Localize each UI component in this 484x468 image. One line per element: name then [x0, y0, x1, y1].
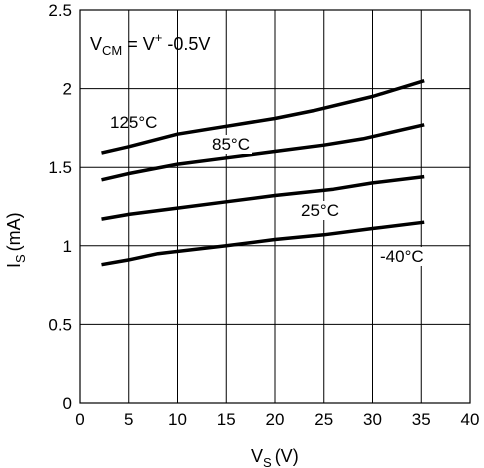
curve-label: 125°C	[110, 113, 157, 132]
y-tick-label: 0	[63, 394, 72, 413]
y-axis-label-main: I	[4, 263, 24, 268]
plot-frame	[79, 9, 471, 404]
curve-label-group: 85°C	[210, 135, 252, 154]
curve-label-bg	[210, 135, 252, 154]
x-tick-label: 10	[168, 410, 187, 429]
curve-label: 25°C	[301, 201, 339, 220]
annotation-tail: -0.5V	[162, 34, 210, 54]
curve-25c	[101, 174, 425, 221]
annotation-sup: +	[155, 30, 163, 45]
vcm-annotation: VCM = V+ -0.5V	[90, 30, 210, 58]
x-axis-label-unit: (V)	[275, 446, 299, 466]
curve-label-group: 25°C	[299, 201, 341, 220]
x-axis-label-sub: S	[263, 455, 272, 468]
annotation-mid: = V	[122, 34, 155, 54]
curve-125c	[101, 79, 425, 155]
grid	[79, 9, 471, 404]
y-axis-label-sub: S	[13, 254, 28, 263]
x-tick-label: 15	[217, 410, 236, 429]
y-tick-label: 1	[63, 237, 72, 256]
annotation-v: V	[90, 34, 102, 54]
curves	[101, 79, 425, 267]
curve--40c	[101, 220, 425, 267]
y-tick-label: 2	[63, 80, 72, 99]
y-tick-label: 0.5	[48, 315, 72, 334]
x-tick-label: 20	[266, 410, 285, 429]
curve-label-bg	[378, 247, 426, 266]
curve-label-bg	[299, 201, 341, 220]
x-tick-label: 35	[412, 410, 431, 429]
x-tick-label: 25	[314, 410, 333, 429]
y-axis-label-unit: (mA)	[4, 212, 24, 251]
x-axis-label-main: V	[251, 446, 263, 466]
x-tick-label: 40	[461, 410, 480, 429]
x-tick-label: 30	[363, 410, 382, 429]
annotation-v-sub: CM	[102, 43, 122, 58]
y-tick-label: 1.5	[48, 158, 72, 177]
x-tick-label: 5	[124, 410, 133, 429]
curve-labels: 125°C 85°C 25°C -40°C	[110, 113, 426, 266]
y-axis-label: IS (mA)	[4, 212, 28, 268]
curve-label: 85°C	[212, 135, 250, 154]
curve-label: -40°C	[380, 247, 424, 266]
curve-85c	[101, 123, 425, 182]
x-axis-label: VS (V)	[251, 446, 299, 468]
y-tick-label: 2.5	[48, 1, 72, 20]
curve-label-group: 125°C	[110, 113, 157, 132]
x-tick-label: 0	[75, 410, 84, 429]
curve-label-group: -40°C	[378, 247, 426, 266]
tick-labels: 0 5 10 15 20 25 30 35 40 0 0.5 1 1.5 2 2.5	[48, 1, 479, 429]
